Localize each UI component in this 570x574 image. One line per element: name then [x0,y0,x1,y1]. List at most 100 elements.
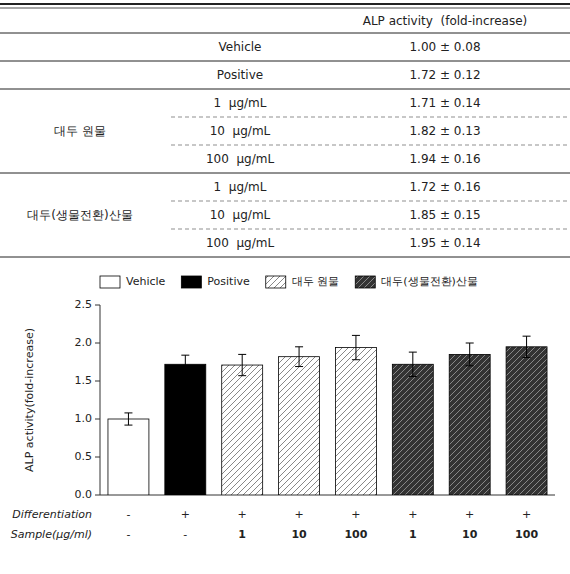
legend-swatch [266,276,286,288]
x-row-label: Sample(μg/ml) [11,528,92,541]
legend-swatch [100,276,120,288]
y-axis-label: ALP activity(fold-increase) [23,328,36,472]
error-cap [409,376,417,377]
differentiation-label: + [465,508,474,521]
y-axis [100,305,101,495]
table-rule [0,3,570,5]
table-divider [171,117,570,118]
table-divider [171,201,570,202]
bar [449,354,490,495]
x-tick-label: 100 [515,528,538,541]
differentiation-label: - [126,508,130,521]
x-tick-label: - [183,528,187,541]
legend-item: Positive [181,275,250,288]
error-cap [523,357,531,358]
differentiation-label: + [408,508,417,521]
error-cap [409,352,417,353]
x-tick-label: 1 [238,528,246,541]
y-tick-label: 1.5 [75,374,93,387]
bar [392,364,433,495]
error-cap [124,425,132,426]
error-stem [355,335,356,359]
x-tick-label: 10 [462,528,478,541]
table-value: 1.85 ± 0.15 [409,208,480,222]
error-stem [242,354,243,375]
table-rule [0,8,570,9]
y-tick [95,457,100,458]
error-bar [523,336,531,357]
table-header: ALP activity (fold-increase) [363,14,528,28]
table-rule [0,173,570,174]
x-row-label: Differentiation [12,508,92,521]
table-row-label: 100 μg/mL [206,236,275,250]
error-bar [124,413,132,425]
error-stem [128,413,129,425]
error-cap [466,343,474,344]
legend-label: 대두 원물 [292,275,340,288]
legend: Vehicle Positive 대두 원물 대두(생물전환)산물 [100,275,478,288]
table-row-label: 1 μg/mL [214,96,267,110]
table-value: 1.72 ± 0.12 [409,68,480,82]
table-value: 1.00 ± 0.08 [409,40,480,54]
table-row-label: Vehicle [219,40,262,54]
y-tick [95,343,100,344]
error-cap [352,335,360,336]
error-bar [352,335,360,359]
x-tick-label: 1 [409,528,417,541]
error-stem [526,336,527,357]
chart-root: ALP activity (fold-increase) Vehicle 1.00 … [0,0,570,574]
table-row-label: 1 μg/mL [214,180,267,194]
table-divider [171,229,570,230]
y-tick [95,305,100,306]
x-tick-label: 10 [291,528,307,541]
y-tick-label: 0.5 [75,450,93,463]
table-value: 1.71 ± 0.14 [409,96,480,110]
table-rule [0,89,570,90]
axes: 0.00.51.01.52.02.5ALP activity(fold-incr… [23,298,555,501]
y-tick [95,381,100,382]
x-label-rows: DifferentiationSample(μg/ml)-+++++++--11… [11,508,539,541]
error-cap [124,412,132,413]
legend-label: Vehicle [126,275,166,288]
legend-item: 대두 원물 [266,275,340,288]
differentiation-label: + [294,508,303,521]
error-stem [469,343,470,366]
y-tick [95,495,100,496]
bar [506,347,547,495]
y-tick-label: 2.0 [75,336,93,349]
table-rule [0,257,570,258]
differentiation-label: + [351,508,360,521]
table-group-label: 대두 원물 [54,124,106,138]
differentiation-label: + [181,508,190,521]
error-cap [238,375,246,376]
error-cap [523,336,531,337]
error-bar [181,355,189,373]
legend-item: Vehicle [100,275,166,288]
error-cap [181,355,189,356]
error-cap [466,365,474,366]
error-bar [238,354,246,375]
error-bar [409,352,417,376]
bar [222,365,263,495]
legend-label: 대두(생물전환)산물 [381,275,478,288]
error-stem [185,355,186,373]
error-cap [238,354,246,355]
table-value: 1.82 ± 0.13 [409,124,480,138]
table-rule [0,61,570,62]
error-bar [295,347,303,367]
y-tick [95,419,100,420]
error-cap [295,346,303,347]
bar [108,419,149,495]
table-value: 1.72 ± 0.16 [409,180,480,194]
x-tick-label: 100 [344,528,367,541]
error-cap [352,359,360,360]
bar [335,348,376,495]
error-stem [299,347,300,367]
error-cap [181,373,189,374]
bars [108,335,547,495]
y-tick-label: 1.0 [75,412,93,425]
x-tick-label: - [126,528,130,541]
legend-item: 대두(생물전환)산물 [355,275,478,288]
legend-swatch [355,276,375,288]
table-value: 1.94 ± 0.16 [409,152,480,166]
